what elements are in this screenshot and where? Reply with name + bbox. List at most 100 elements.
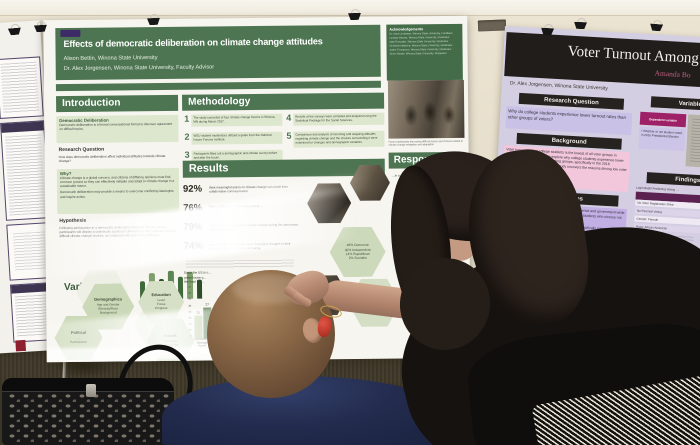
why-text-2: Democratic deliberation may provide a me… — [60, 189, 174, 199]
right-poster-title: Voter Turnout Among C — [567, 43, 700, 68]
main-poster-title: Effects of democratic deliberation on cl… — [63, 36, 323, 50]
acknowledgements-title: Acknowledgements — [389, 27, 424, 32]
y-tick: 45 — [188, 285, 192, 289]
variables-header-rp: Variables — [650, 96, 700, 112]
item-text: Results of the surveys were compiled and… — [293, 112, 385, 126]
democratic-deliberation-box: Democratic Deliberation Democratic delib… — [56, 114, 179, 144]
item-text: The study consisted of four climate chan… — [191, 113, 283, 127]
methodology-item-5: 5 Comparison and analysis of incoming an… — [286, 130, 385, 148]
header-divider-strip — [55, 80, 381, 92]
stat-76: 76% have a different … after participati… — [183, 203, 299, 214]
row-label: No Voter Registration Drive — [637, 200, 674, 207]
left-poster-text-lines — [4, 134, 46, 216]
left-poster-section — [0, 56, 44, 119]
binder-clip — [34, 20, 48, 34]
stat-79: 79% considered new aspects of climate ch… — [183, 222, 299, 233]
university-logo — [60, 29, 81, 38]
left-poster-section — [0, 120, 50, 221]
stat-74: 74% agree climate change will cause dama… — [184, 241, 300, 252]
stat-value: 79% — [183, 221, 203, 233]
hypothesis-title: Hypothesis — [59, 217, 87, 225]
stat-text: considered new aspects of climate change… — [209, 222, 299, 232]
wall-vent — [477, 19, 507, 32]
methodology-item-2: 2 WSU student moderators utilized a guid… — [184, 131, 283, 145]
y-tick: 5 — [190, 335, 192, 339]
clip-body — [34, 25, 47, 33]
row-label: Gender: Female — [636, 216, 659, 222]
methodology-header: Methodology — [182, 92, 385, 111]
hex-education-lines: Level Focus Progress — [155, 298, 168, 311]
handbag — [2, 378, 174, 445]
research-question-title: Research Question — [58, 146, 105, 154]
party-affiliation-hexagon: 48% Democrat 30% Independent 14% Republica… — [329, 227, 386, 278]
findings-table-header: Findings — [646, 172, 700, 188]
hex-demographics-lines: Age and Gender Ethnicity/Race Background — [96, 302, 120, 316]
clip-body — [541, 28, 554, 36]
item-text: WSU student moderators utilized a guide … — [191, 131, 283, 145]
binder-clip — [574, 17, 587, 30]
y-tick: 10 — [188, 328, 192, 332]
stat-92: 92% think meaningful action on climate c… — [183, 184, 299, 195]
y-tick: 15 — [188, 322, 192, 326]
why-text-1: Climate change is a global concern, and … — [59, 174, 175, 189]
handbag-monogram-pattern — [6, 392, 170, 443]
item-number: 4 — [286, 112, 292, 123]
clip-body — [348, 13, 361, 20]
results-note-lines — [185, 259, 294, 269]
rq-text: Why do college students experience lower… — [505, 106, 633, 136]
right-poster-advisor: Dr. Alex Jorgensen, Winona State Univers… — [509, 80, 608, 92]
main-poster-header: Effects of democratic deliberation on cl… — [55, 24, 381, 81]
dependent-variable-label: Dependent variable — [639, 111, 687, 128]
why-box: Why? Climate change is a global concern,… — [56, 167, 180, 215]
right-poster-author: Amanda Bo — [654, 68, 691, 80]
dependent-variable-text: • Whether or not student voted in 2016 P… — [638, 126, 686, 152]
item-number: 2 — [184, 131, 190, 142]
item-number: 3 — [184, 149, 190, 160]
hypothesis-text: Following participation in a democratic … — [59, 224, 177, 239]
left-poster-logo — [15, 339, 27, 352]
acknowledgements-list: Dr. Kara Lindaman, Winona State Universi… — [389, 31, 453, 56]
binder-clip — [348, 8, 361, 21]
bar — [194, 315, 203, 339]
clip-body — [574, 22, 587, 29]
left-poster-section-header — [1, 121, 44, 133]
main-poster-author: Alison Bettin, Winona State University — [63, 55, 158, 63]
left-poster-text-lines — [0, 61, 40, 114]
photo-hexagon — [307, 183, 351, 223]
y-tick: 20 — [188, 316, 192, 320]
item-number: 1 — [184, 113, 190, 124]
item-number: 5 — [286, 130, 292, 141]
left-poster-text-lines — [12, 231, 48, 272]
bar-column: 20 — [194, 311, 203, 339]
y-tick: 25 — [188, 310, 192, 314]
party-affiliation-lines: 48% Democrat 30% Independent 14% Republica… — [344, 242, 371, 261]
clip-body — [8, 27, 22, 35]
clip-body — [650, 24, 663, 32]
row-label: No Parental Voting — [636, 208, 663, 215]
acknowledgements-box: Acknowledgements Dr. Kara Lindaman, Wino… — [386, 23, 463, 81]
y-tick: 40 — [188, 291, 192, 295]
stat-value: 76% — [183, 202, 203, 214]
stat-value: 74% — [183, 240, 203, 252]
attitude-chart-yaxis: 45 40 35 30 25 20 15 10 5 — [182, 285, 192, 339]
hex-political-lines: … Participation — [70, 336, 88, 345]
variables-grey-lines — [689, 118, 700, 165]
methodology-item-1: 1 The study consisted of four climate ch… — [184, 113, 283, 127]
handbag-clasp — [86, 384, 96, 397]
variables-grey-box — [685, 114, 700, 169]
main-poster-advisor: Dr. Alex Jorgensen, Winona State Univers… — [63, 64, 215, 73]
stat-value: 92% — [182, 183, 203, 195]
forum-photo-caption: Forum participants discussing difficult … — [388, 139, 463, 147]
y-tick: 30 — [188, 304, 192, 308]
item-text: Comparison and analysis of incoming and … — [293, 130, 385, 148]
binder-clip — [650, 19, 664, 33]
stat-text: think meaningful action on climate chang… — [208, 184, 288, 194]
y-tick: 35 — [188, 298, 192, 302]
clip-body — [147, 18, 160, 25]
forum-photo — [387, 79, 465, 139]
research-question-text: How does democratic deliberation affect … — [58, 153, 166, 164]
dd-text: Democratic deliberation is a formal conv… — [59, 121, 173, 132]
binder-clip — [147, 13, 160, 26]
stat-text: have a different … after participating … — [209, 203, 263, 209]
